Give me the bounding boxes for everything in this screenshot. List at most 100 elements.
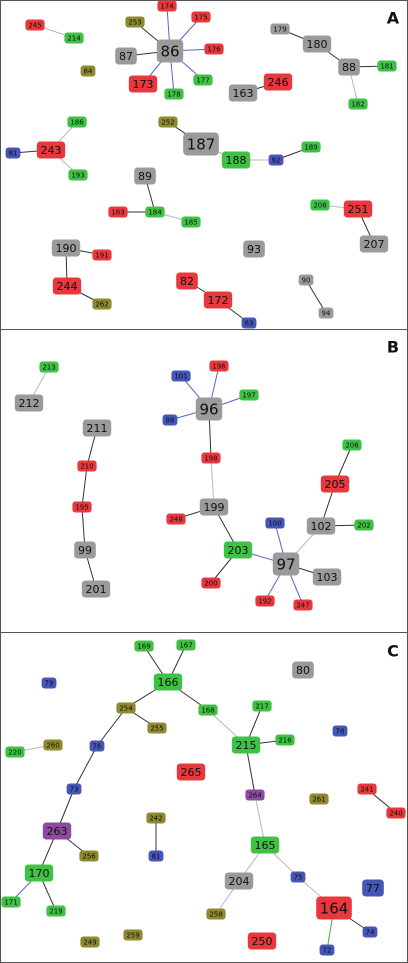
node-76: 76 [89, 740, 105, 752]
node-box [145, 206, 165, 218]
node-207: 207 [359, 235, 389, 253]
node-box [359, 235, 389, 253]
node-box [343, 200, 373, 218]
node-90: 90 [298, 274, 314, 286]
node-label: 93 [247, 243, 261, 256]
node-box [92, 298, 112, 310]
node-193: 193 [68, 169, 88, 181]
node-176: 176 [204, 43, 224, 55]
node-label: 73 [70, 786, 79, 794]
node-79: 79 [41, 677, 57, 689]
node-label: 92 [272, 157, 281, 165]
node-83: 83 [241, 317, 257, 329]
node-box [125, 16, 145, 28]
node-259: 259 [123, 929, 143, 941]
node-label: 164 [320, 900, 349, 918]
node-label: 248 [169, 516, 182, 524]
node-label: 190 [56, 242, 77, 255]
node-box [68, 169, 88, 181]
node-box [176, 272, 198, 290]
node-box [46, 905, 66, 917]
node-box [318, 307, 334, 319]
node-183: 183 [108, 206, 128, 218]
node-label: 101 [174, 373, 187, 381]
node-box [201, 452, 221, 464]
node-box [309, 793, 329, 805]
node-label: 256 [82, 853, 96, 861]
node-196: 196 [209, 360, 229, 372]
node-box [162, 414, 178, 426]
node-label: 215 [236, 739, 257, 752]
node-label: 214 [67, 35, 81, 43]
node-187: 187 [183, 132, 219, 156]
node-box [302, 35, 332, 53]
node-label: 89 [138, 170, 152, 183]
node-220: 220 [5, 746, 25, 758]
node-box [231, 736, 261, 754]
panel-c-letter: C [387, 642, 399, 661]
node-box [39, 361, 59, 373]
node-label: 163 [233, 87, 254, 100]
node-box [209, 360, 229, 372]
node-252: 252 [158, 116, 178, 128]
panel-a-letter: A [387, 9, 400, 28]
node-label: 197 [242, 392, 255, 400]
node-210: 210 [77, 460, 97, 472]
node-box [195, 397, 223, 421]
node-214: 214 [64, 32, 84, 44]
node-242: 242 [146, 812, 166, 824]
node-box [153, 673, 183, 691]
node-87: 87 [115, 47, 137, 65]
node-label: 80 [296, 664, 310, 677]
panel-b-nodes: 213 212 211 210 195 99 201 101 196 197 98 96 198 199 2… [14, 360, 374, 611]
node-label: 79 [45, 680, 54, 688]
node-box [316, 896, 352, 920]
node-label: 264 [248, 792, 262, 800]
node-181: 181 [377, 60, 397, 72]
node-75: 75 [290, 871, 306, 883]
node-185: 185 [181, 216, 201, 228]
node-73: 73 [66, 783, 82, 795]
node-box [223, 541, 253, 559]
node-box [265, 517, 285, 529]
node-box [156, 39, 184, 63]
panel-a-nodes: 245 214 84 253 174 175 87 86 176 173 178 177 179 180 8… [5, 0, 397, 329]
node-248: 248 [166, 513, 186, 525]
node-247: 247 [293, 599, 313, 611]
node-101: 101 [171, 370, 191, 382]
node-label: 96 [199, 401, 218, 419]
node-label: 103 [317, 571, 338, 584]
node-label: 251 [348, 203, 369, 216]
node-258: 258 [206, 908, 226, 920]
node-box [272, 552, 300, 576]
node-204: 204 [224, 872, 254, 890]
node-label: 198 [204, 455, 217, 463]
node-box [79, 850, 99, 862]
node-box [206, 908, 226, 920]
node-box [176, 763, 206, 781]
node-177: 177 [193, 74, 213, 86]
node-label: 170 [29, 867, 50, 880]
node-label: 180 [307, 38, 328, 51]
node-198: 198 [201, 452, 221, 464]
node-182: 182 [348, 98, 368, 110]
node-212: 212 [14, 394, 44, 412]
node-label: 167 [179, 642, 192, 650]
node-199: 199 [199, 498, 229, 516]
node-box [354, 519, 374, 531]
node-box [386, 807, 406, 819]
node-243: 243 [36, 141, 66, 159]
node-label: 175 [194, 14, 207, 22]
node-label: 99 [78, 544, 92, 557]
node-label: 259 [126, 932, 139, 940]
node-label: 253 [128, 19, 141, 27]
node-202: 202 [354, 519, 374, 531]
node-102: 102 [306, 517, 336, 535]
node-label: 174 [160, 3, 174, 11]
node-246: 246 [263, 73, 293, 91]
node-167: 167 [176, 639, 196, 651]
node-180: 180 [302, 35, 332, 53]
node-251: 251 [343, 200, 373, 218]
node-175: 175 [191, 11, 211, 23]
